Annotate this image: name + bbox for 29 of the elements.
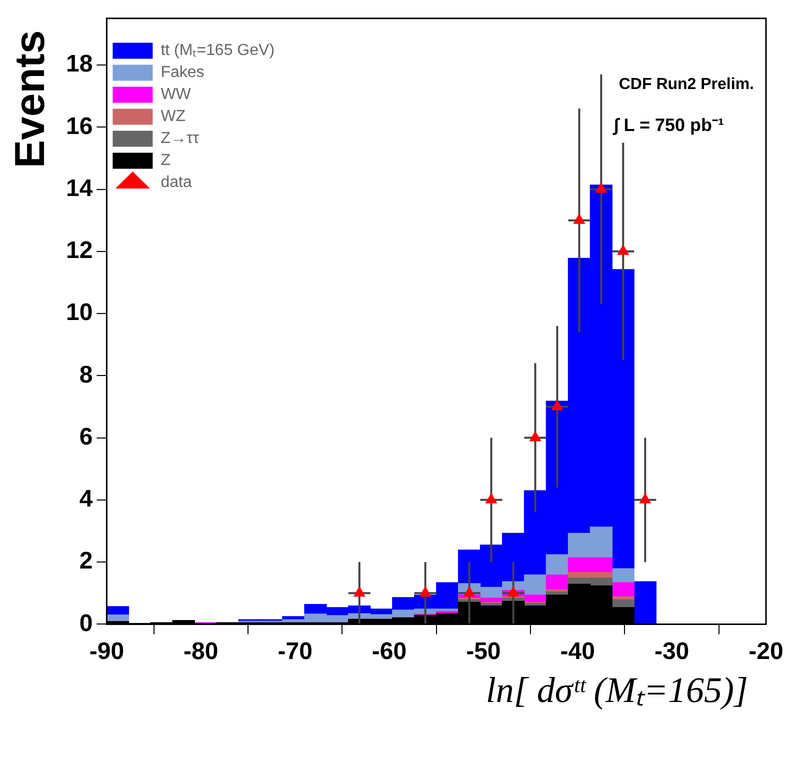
y-tick-label: 12 bbox=[66, 237, 93, 264]
y-tick-label: 2 bbox=[79, 548, 93, 575]
y-tick-label: 10 bbox=[66, 299, 93, 326]
y-tick-label: 16 bbox=[66, 112, 93, 140]
x-tick-label: -30 bbox=[654, 638, 690, 666]
legend-label: Z bbox=[160, 152, 171, 170]
x-tick-label: -60 bbox=[372, 638, 407, 666]
x-tick-label: -90 bbox=[89, 638, 124, 666]
x-tick-label: -20 bbox=[748, 638, 784, 666]
legend-label: tt (Mₜ=165 GeV) bbox=[160, 42, 275, 60]
legend-label: WW bbox=[160, 86, 192, 104]
y-tick-label: 14 bbox=[66, 174, 94, 202]
y-tick-label: 0 bbox=[79, 610, 93, 637]
x-tick-label: -40 bbox=[560, 638, 595, 666]
x-tick-label: -50 bbox=[466, 638, 501, 666]
legend-label: data bbox=[160, 174, 192, 192]
legend-label: WZ bbox=[160, 108, 186, 126]
x-tick-label: -80 bbox=[184, 638, 218, 666]
y-tick-label: 6 bbox=[79, 423, 93, 450]
y-tick-label: 18 bbox=[66, 50, 93, 78]
y-axis-title: Events bbox=[6, 30, 54, 168]
annotation: ∫ L = 750 pb⁻¹ bbox=[614, 114, 724, 136]
y-tick-label: 4 bbox=[79, 486, 94, 513]
legend-label: Fakes bbox=[160, 64, 204, 82]
y-tick-label: 8 bbox=[79, 361, 93, 388]
annotation: CDF Run2 Prelim. bbox=[618, 76, 754, 94]
legend-label: Z→ττ bbox=[160, 130, 200, 148]
x-tick-label: -70 bbox=[278, 638, 312, 666]
x-axis-title: ln[ dσᵗᵗ (Mₜ=165)] bbox=[486, 669, 748, 712]
